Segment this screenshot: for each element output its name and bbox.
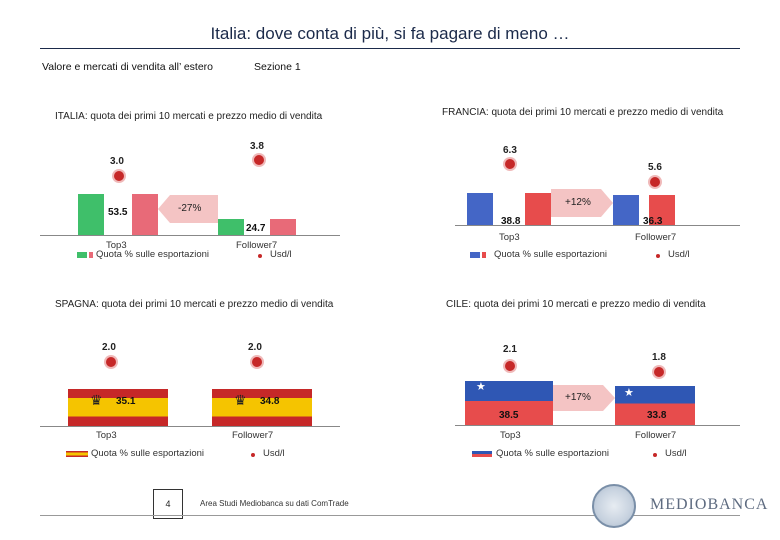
section-label: Sezione 1	[254, 61, 301, 73]
category-label: Follower7	[635, 430, 677, 441]
footer-divider	[40, 515, 740, 516]
chart-italia: 3.8 3.0 53.5 24.7 -27% Top3 Follower7	[40, 135, 340, 275]
bar	[615, 386, 695, 425]
mediobanca-seal-logo	[592, 484, 636, 528]
price-label: 1.8	[652, 352, 666, 363]
bar	[467, 193, 493, 225]
change-arrow	[553, 385, 615, 411]
price-label: 2.0	[102, 342, 116, 353]
axis-line	[455, 425, 740, 426]
subtitle: Valore e mercati di vendita all’ estero	[42, 61, 213, 73]
legend-dot	[251, 453, 255, 457]
price-dot	[654, 367, 664, 377]
price-dot	[505, 159, 515, 169]
legend-swatch	[482, 252, 486, 258]
price-label: 3.8	[250, 141, 264, 152]
bar	[132, 194, 158, 235]
bar	[649, 195, 675, 225]
chart-title-cile: CILE: quota dei primi 10 mercati e prezz…	[446, 299, 706, 310]
legend-price: Usd/l	[263, 448, 285, 459]
bar-value-label: 38.5	[499, 410, 519, 421]
bar-value-label: 24.7	[246, 223, 266, 234]
price-dot	[505, 361, 515, 371]
bar	[525, 193, 551, 225]
price-dot	[650, 177, 660, 187]
legend-price: Usd/l	[665, 448, 687, 459]
bar	[212, 389, 312, 426]
axis-line	[455, 225, 740, 226]
legend-share: Quota % sulle esportazioni	[496, 448, 610, 459]
legend-price: Usd/l	[668, 249, 690, 260]
legend-swatch	[66, 451, 88, 457]
page-number: 4	[153, 489, 183, 519]
chart-francia: 6.3 5.6 +12% 38.8 36.3 Top3 Follower7	[455, 135, 740, 275]
chart-spagna: 2.0 2.0 ♛ ♛ 35.1 34.8	[40, 335, 340, 435]
category-label: Top3	[499, 232, 520, 243]
chart-cile: 2.1 1.8 ★ ★ +17% 38.5 33.8	[455, 335, 740, 435]
bar	[465, 381, 553, 425]
star-icon: ★	[624, 387, 634, 399]
bar-value-label: 35.1	[116, 396, 136, 407]
change-arrow	[158, 195, 218, 223]
legend-swatch	[77, 252, 87, 258]
price-dot	[252, 357, 262, 367]
legend-dot	[653, 453, 657, 457]
legend-dot	[656, 254, 660, 258]
source-note: Area Studi Mediobanca su dati ComTrade	[200, 499, 349, 508]
change-label: -27%	[178, 203, 202, 214]
category-label: Top3	[96, 430, 117, 441]
bar-value-label: 33.8	[647, 410, 667, 421]
price-dot	[106, 357, 116, 367]
legend-dot	[258, 254, 262, 258]
legend-share: Quota % sulle esportazioni	[494, 249, 608, 260]
category-label: Follower7	[635, 232, 677, 243]
legend-share: Quota % sulle esportazioni	[96, 249, 210, 260]
page-title: Italia: dove conta di più, si fa pagare …	[210, 24, 570, 43]
bar-value-label: 34.8	[260, 396, 280, 407]
price-dot	[114, 171, 124, 181]
chart-title-spagna: SPAGNA: quota dei primi 10 mercati e pre…	[55, 299, 334, 310]
bar-value-label: 53.5	[108, 207, 128, 218]
bar	[613, 195, 639, 225]
bar-value-label: 36.3	[643, 216, 663, 227]
category-label: Follower7	[236, 240, 278, 251]
star-icon: ★	[476, 381, 486, 393]
change-label: +12%	[565, 197, 591, 208]
legend-share: Quota % sulle esportazioni	[91, 448, 205, 459]
legend-price: Usd/l	[270, 249, 292, 260]
bar	[78, 194, 104, 235]
coat-of-arms-icon: ♛	[234, 392, 247, 408]
chart-title-francia: FRANCIA: quota dei primi 10 mercati e pr…	[442, 107, 724, 118]
category-label: Top3	[106, 240, 127, 251]
title-divider	[40, 48, 740, 49]
change-arrow	[551, 189, 613, 217]
bar	[218, 219, 244, 235]
bar	[270, 219, 296, 235]
legend-swatch	[470, 252, 480, 258]
price-label: 5.6	[648, 162, 662, 173]
coat-of-arms-icon: ♛	[90, 392, 103, 408]
logo-text: MEDIOBANCA	[650, 496, 769, 513]
bar	[68, 389, 168, 426]
price-label: 3.0	[110, 156, 124, 167]
change-label: +17%	[565, 392, 591, 403]
axis-line	[40, 235, 340, 236]
price-label: 6.3	[503, 145, 517, 156]
category-label: Top3	[500, 430, 521, 441]
bar-value-label: 38.8	[501, 216, 521, 227]
category-label: Follower7	[232, 430, 274, 441]
price-label: 2.1	[503, 344, 517, 355]
chart-title-italia: ITALIA: quota dei primi 10 mercati e pre…	[55, 111, 323, 122]
price-label: 2.0	[248, 342, 262, 353]
price-dot	[254, 155, 264, 165]
legend-swatch	[89, 252, 93, 258]
axis-line	[40, 426, 340, 427]
legend-swatch	[472, 451, 492, 457]
